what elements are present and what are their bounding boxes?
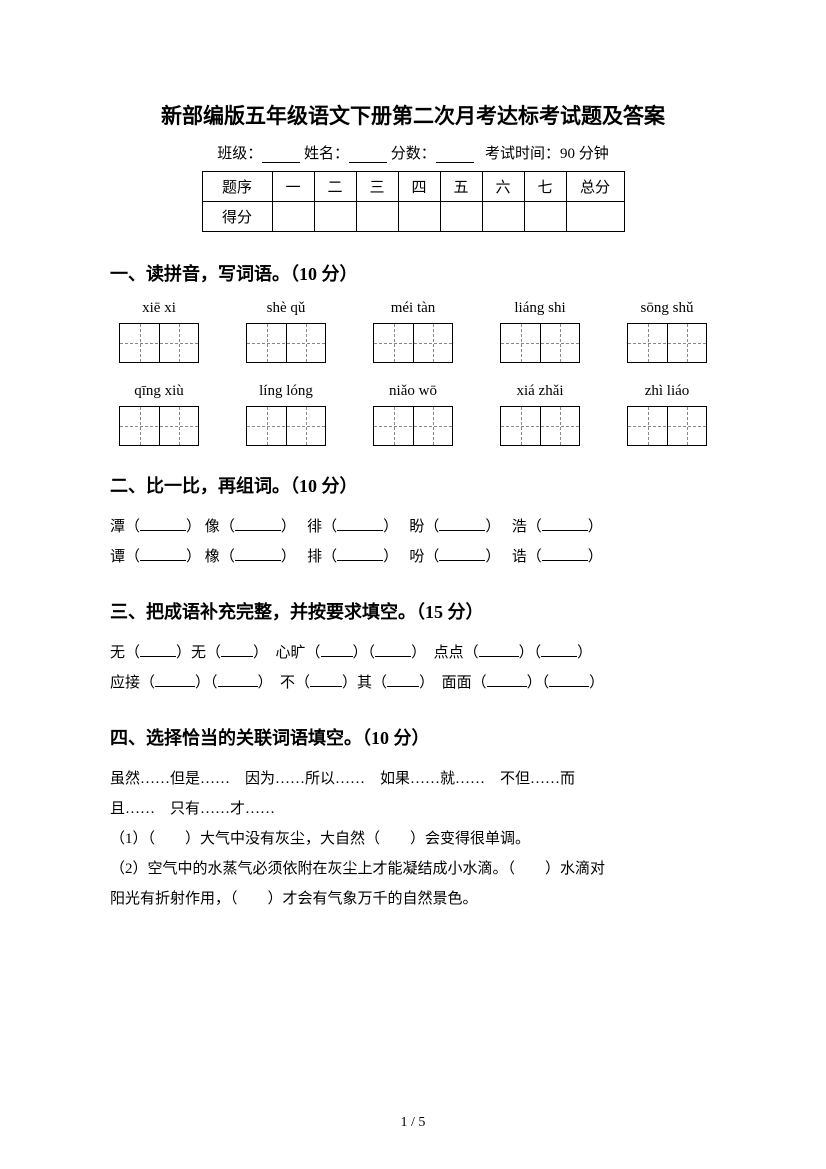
- tianzi-box[interactable]: [246, 406, 326, 446]
- word-blank[interactable]: [549, 672, 589, 687]
- word-blank[interactable]: [140, 516, 186, 531]
- word-blank[interactable]: [479, 642, 519, 657]
- word-blank[interactable]: [375, 642, 411, 657]
- tianzi-row: [110, 323, 716, 363]
- section4-options: 虽然……但是…… 因为……所以…… 如果……就…… 不但……而: [110, 764, 716, 794]
- score-cell[interactable]: [566, 202, 624, 232]
- word-blank[interactable]: [541, 642, 577, 657]
- pinyin-label: xiá zhǎi: [491, 383, 589, 400]
- pinyin-label: qīng xiù: [110, 383, 208, 400]
- score-table: 题序 一 二 三 四 五 六 七 总分 得分: [202, 171, 625, 232]
- section3-line2: 应接（）（） 不（）其（） 面面（）（）: [110, 668, 716, 698]
- pinyin-label: zhì liáo: [618, 383, 716, 400]
- col-header: 二: [314, 172, 356, 202]
- score-blank[interactable]: [436, 147, 474, 163]
- section2-heading: 二、比一比，再组词。（10 分）: [110, 472, 716, 498]
- tianzi-box[interactable]: [500, 323, 580, 363]
- tianzi-box[interactable]: [500, 406, 580, 446]
- pinyin-row: qīng xiù líng lóng niǎo wō xiá zhǎi zhì …: [110, 383, 716, 400]
- section3-heading: 三、把成语补充完整，并按要求填空。（15 分）: [110, 598, 716, 624]
- tianzi-box[interactable]: [373, 323, 453, 363]
- section4-options2: 且…… 只有……才……: [110, 794, 716, 824]
- header-info-line: 班级： 姓名： 分数： 考试时间：90 分钟: [110, 142, 716, 163]
- word-blank[interactable]: [439, 546, 485, 561]
- score-cell[interactable]: [356, 202, 398, 232]
- section4-q2: （2）空气中的水蒸气必须依附在灰尘上才能凝结成小水滴。（ ）水滴对: [110, 854, 716, 884]
- col-header: 五: [440, 172, 482, 202]
- tianzi-box[interactable]: [119, 406, 199, 446]
- pinyin-row: xiē xi shè qǔ méi tàn liáng shi sōng shǔ: [110, 300, 716, 317]
- pinyin-label: xiē xi: [110, 300, 208, 317]
- section1-heading: 一、读拼音，写词语。（10 分）: [110, 260, 716, 286]
- pinyin-label: niǎo wō: [364, 383, 462, 400]
- col-header: 一: [272, 172, 314, 202]
- name-blank[interactable]: [349, 147, 387, 163]
- section2-line1: 潭（） 像（） 徘（） 盼（） 浩（）: [110, 512, 716, 542]
- tianzi-box[interactable]: [373, 406, 453, 446]
- page-number: 1 / 5: [0, 1115, 826, 1131]
- word-blank[interactable]: [439, 516, 485, 531]
- tianzi-box[interactable]: [119, 323, 199, 363]
- score-cell[interactable]: [524, 202, 566, 232]
- word-blank[interactable]: [235, 546, 281, 561]
- section4-q1: （1）（ ）大气中没有灰尘，大自然（ ）会变得很单调。: [110, 824, 716, 854]
- section4-heading: 四、选择恰当的关联词语填空。（10 分）: [110, 724, 716, 750]
- word-blank[interactable]: [310, 672, 342, 687]
- col-header: 七: [524, 172, 566, 202]
- word-blank[interactable]: [337, 546, 383, 561]
- score-cell[interactable]: [314, 202, 356, 232]
- word-blank[interactable]: [337, 516, 383, 531]
- tianzi-box[interactable]: [246, 323, 326, 363]
- name-label: 姓名：: [304, 146, 349, 162]
- row-header: 得分: [202, 202, 272, 232]
- word-blank[interactable]: [155, 672, 195, 687]
- word-blank[interactable]: [487, 672, 527, 687]
- word-blank[interactable]: [218, 672, 258, 687]
- tianzi-box[interactable]: [627, 323, 707, 363]
- word-blank[interactable]: [387, 672, 419, 687]
- section2-line2: 谭（） 橡（） 排（） 吩（） 诰（）: [110, 542, 716, 572]
- pinyin-label: líng lóng: [237, 383, 335, 400]
- col-header: 三: [356, 172, 398, 202]
- page-title: 新部编版五年级语文下册第二次月考达标考试题及答案: [110, 100, 716, 130]
- word-blank[interactable]: [542, 516, 588, 531]
- score-cell[interactable]: [398, 202, 440, 232]
- score-label: 分数：: [391, 146, 436, 162]
- score-cell[interactable]: [440, 202, 482, 232]
- word-blank[interactable]: [221, 642, 253, 657]
- word-blank[interactable]: [140, 642, 176, 657]
- section3-line1: 无（）无（） 心旷（）（） 点点（）（）: [110, 638, 716, 668]
- pinyin-label: shè qǔ: [237, 300, 335, 317]
- class-blank[interactable]: [262, 147, 300, 163]
- class-label: 班级：: [217, 146, 262, 162]
- row-header: 题序: [202, 172, 272, 202]
- table-row: 题序 一 二 三 四 五 六 七 总分: [202, 172, 624, 202]
- pinyin-label: méi tàn: [364, 300, 462, 317]
- col-header: 六: [482, 172, 524, 202]
- word-blank[interactable]: [140, 546, 186, 561]
- score-cell[interactable]: [482, 202, 524, 232]
- tianzi-row: [110, 406, 716, 446]
- total-header: 总分: [566, 172, 624, 202]
- col-header: 四: [398, 172, 440, 202]
- pinyin-label: sōng shǔ: [618, 300, 716, 317]
- score-cell[interactable]: [272, 202, 314, 232]
- word-blank[interactable]: [542, 546, 588, 561]
- table-row: 得分: [202, 202, 624, 232]
- pinyin-label: liáng shi: [491, 300, 589, 317]
- section4-q2b: 阳光有折射作用，（ ）才会有气象万千的自然景色。: [110, 884, 716, 914]
- tianzi-box[interactable]: [627, 406, 707, 446]
- time-label: 考试时间：90 分钟: [485, 146, 609, 162]
- word-blank[interactable]: [321, 642, 353, 657]
- word-blank[interactable]: [235, 516, 281, 531]
